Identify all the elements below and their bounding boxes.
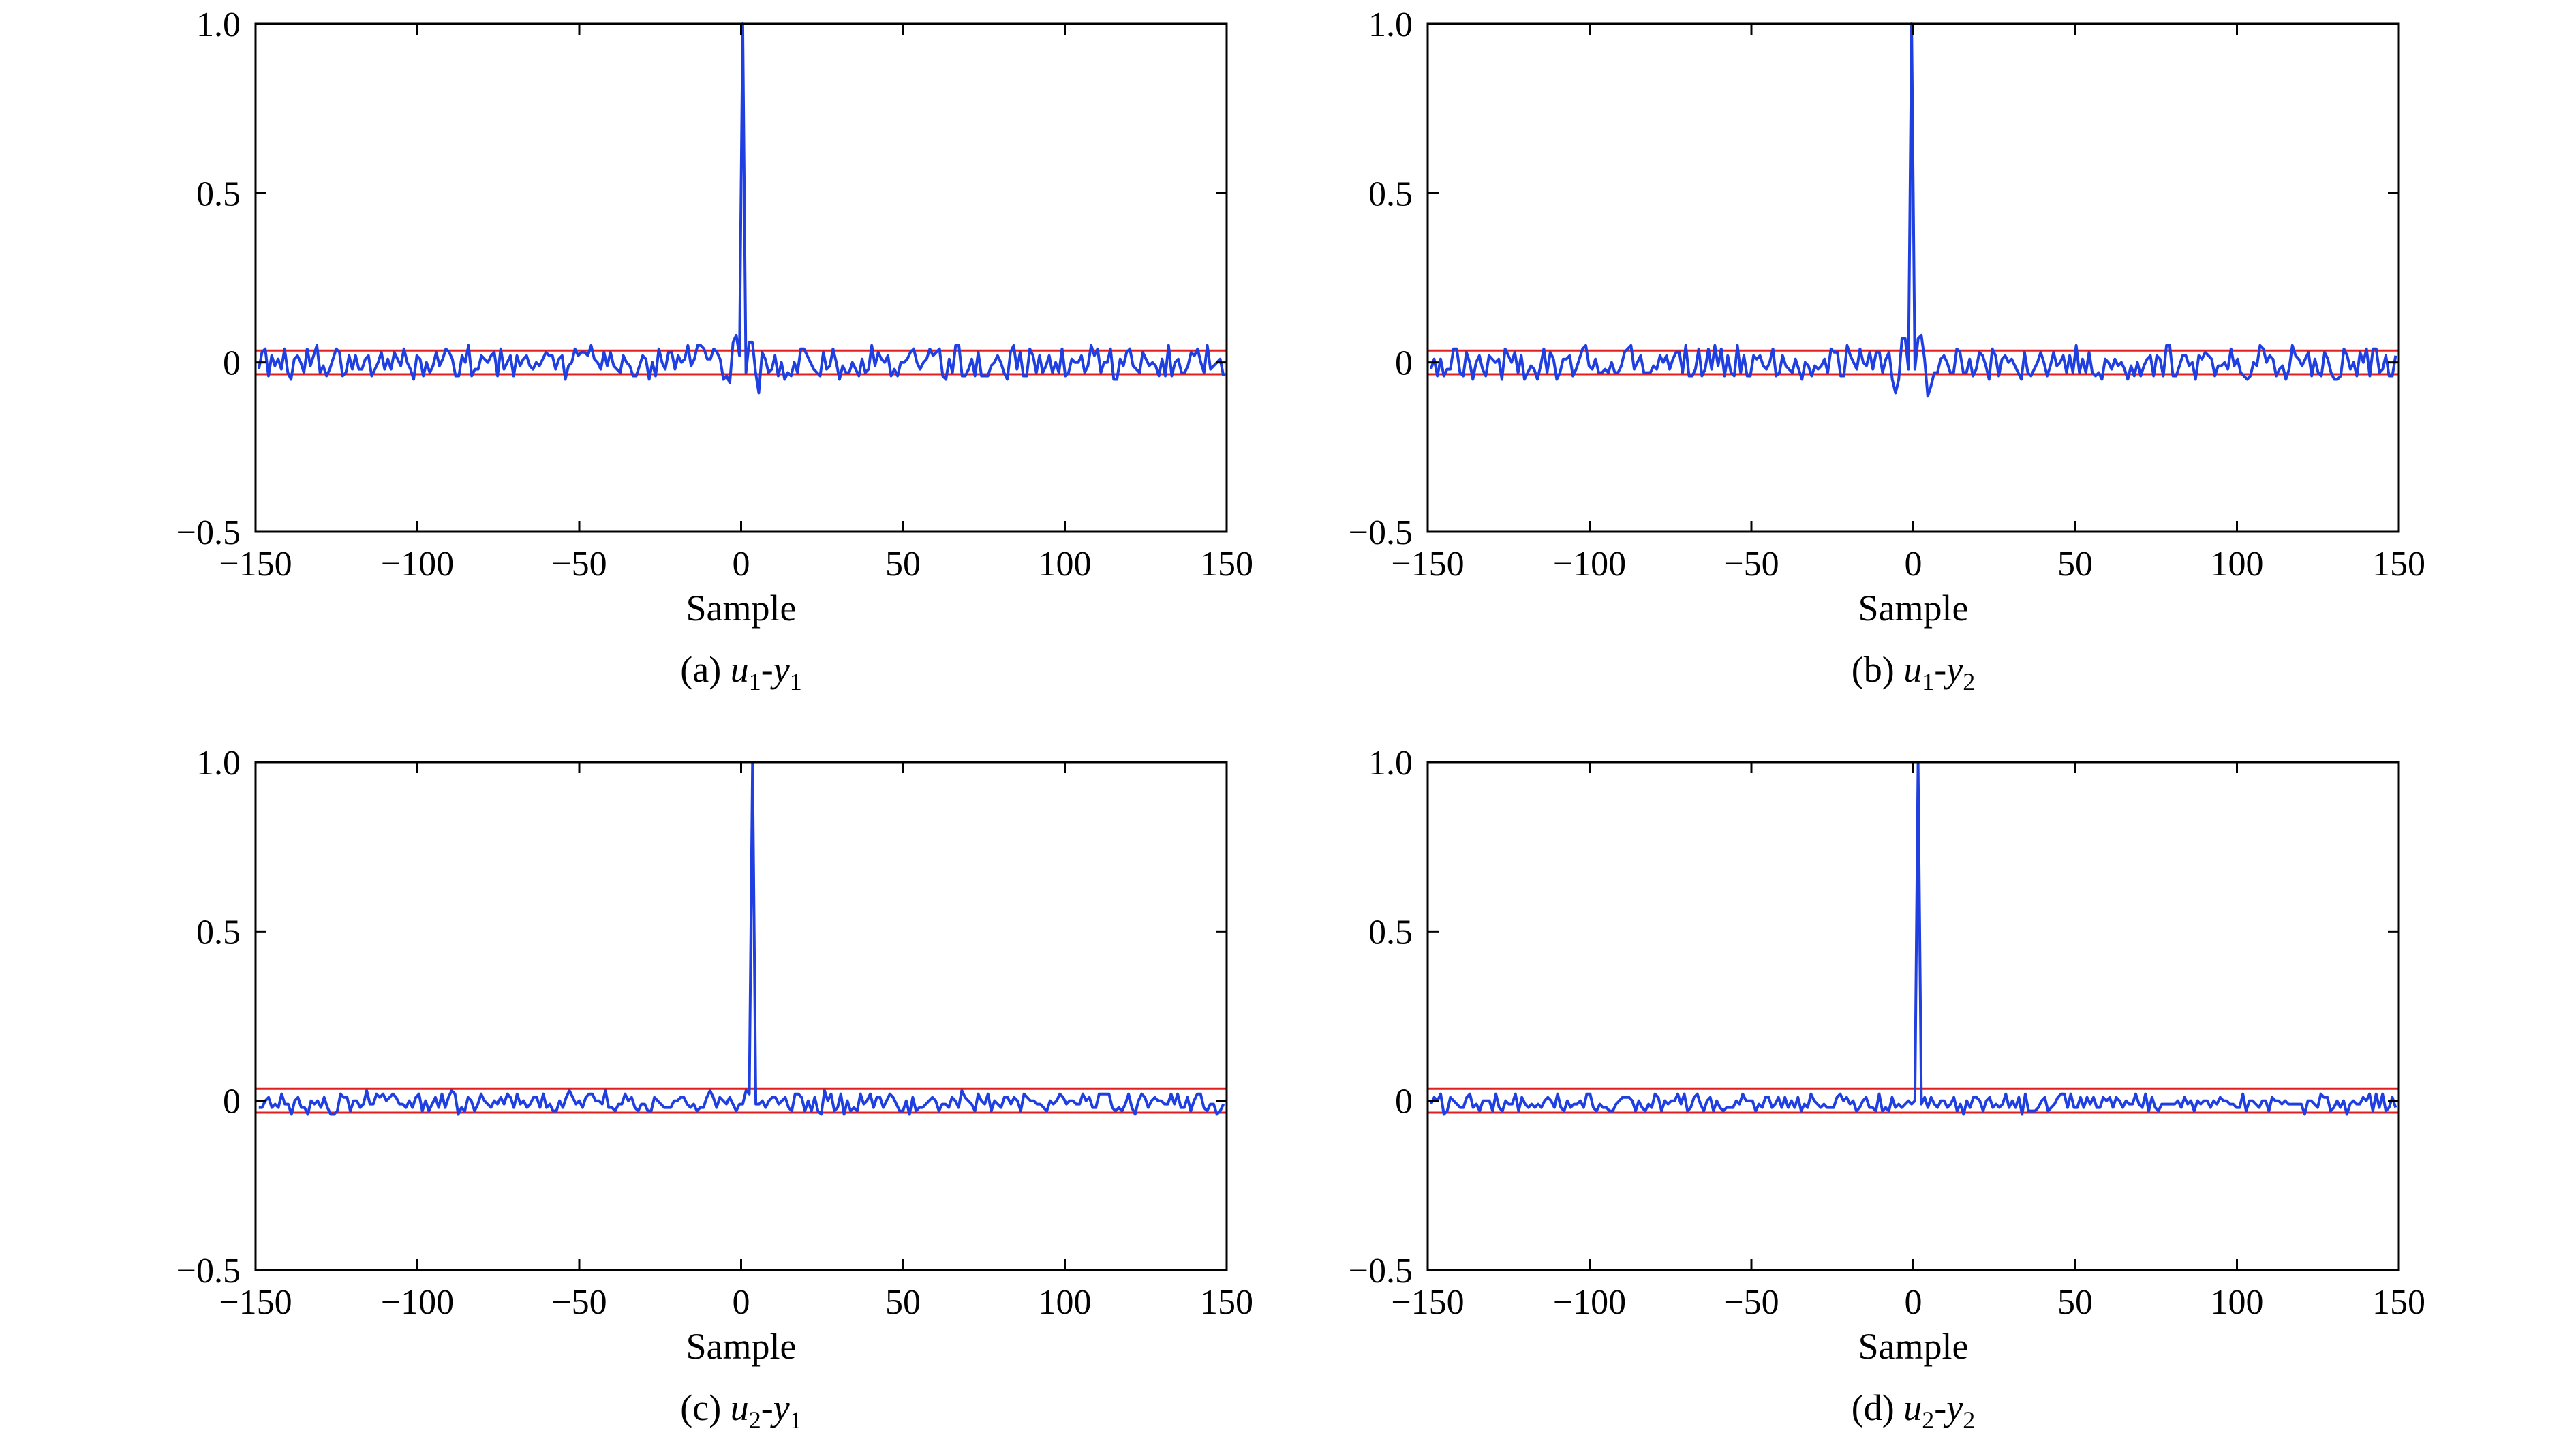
panel-d-xtick-label: 100: [2211, 1283, 2264, 1322]
panel-c-xtick-label: 100: [1039, 1283, 1092, 1322]
panel-a-ytick-label: −0.5: [177, 513, 241, 552]
panel-c-caption-sub1: 2: [749, 1406, 761, 1434]
panel-b-xtick-label: −50: [1723, 545, 1779, 584]
panel-b-caption-sub1: 1: [1922, 668, 1934, 695]
panel-c-caption-sub2: 1: [790, 1406, 802, 1434]
panel-a-caption-sub1: 1: [749, 668, 761, 695]
panel-c-caption-var1: u: [731, 1387, 749, 1428]
panel-c-xtick-label: −150: [219, 1283, 292, 1322]
panel-b-xtick-label: −100: [1553, 545, 1626, 584]
panel-b-caption-var2: y: [1943, 649, 1963, 690]
panel-c-ytick-label: 0.5: [196, 913, 241, 952]
panel-a-caption-var1: u: [731, 649, 749, 690]
panel-a-ytick-label: 0.5: [196, 175, 241, 213]
panel-a-series-line: [257, 22, 1225, 395]
panel-a-xtick-label: 50: [885, 545, 921, 584]
panels: −150 −100 −50 0 50 100 150−0.500.51.0Sample(a)…: [177, 5, 2425, 1434]
panel-d-xtick-label: −100: [1553, 1283, 1626, 1322]
panel-b-caption-var1: u: [1903, 649, 1922, 690]
panel-a-xtick-label: 150: [1200, 545, 1253, 584]
panel-b-caption-sep: -: [1934, 649, 1946, 690]
panel-b-xtick-label: 0: [1905, 545, 1922, 584]
panel-d-caption: (d) u2-y2: [1852, 1387, 1975, 1434]
panel-b-caption-prefix: (b): [1852, 649, 1903, 690]
panel-a-xtick-label: −150: [219, 545, 292, 584]
panel-a-xtick-label: −50: [551, 545, 607, 584]
panel-c-xtick-label: 0: [733, 1283, 750, 1322]
panel-c-caption-sep: -: [761, 1387, 773, 1428]
panel-d-xtick-label: 0: [1905, 1283, 1922, 1322]
panel-d-xtick-label: −150: [1391, 1283, 1464, 1322]
panel-d-series-line: [1429, 761, 2397, 1116]
panel-d-xtick-label: 50: [2057, 1283, 2093, 1322]
panel-b-xtick-label: 100: [2211, 545, 2264, 584]
panel-a-caption-sep: -: [761, 649, 773, 690]
panel-b-caption-sub2: 2: [1963, 668, 1975, 695]
panel-a-caption-sub2: 1: [790, 668, 802, 695]
panel-d-ytick-label: 0.5: [1368, 913, 1413, 952]
panel-c-ytick-label: 0: [223, 1083, 241, 1121]
panel-a-ytick-label: 0: [223, 344, 241, 383]
panel-c-xlabel: Sample: [686, 1326, 797, 1367]
panel-d-xlabel: Sample: [1858, 1326, 1969, 1367]
panel-c-xtick-label: −50: [551, 1283, 607, 1322]
panel-b-xtick-label: −150: [1391, 545, 1464, 584]
panel-a-xtick-label: 100: [1039, 545, 1092, 584]
panel-d-caption-var1: u: [1903, 1387, 1922, 1428]
panel-c-ytick-label: −0.5: [177, 1252, 241, 1290]
panel-a-caption-prefix: (a): [680, 649, 730, 690]
panel-d: −150 −100 −50 0 50 100 150 −0.5 0 0.5 1.0 Sample (d)…: [1349, 744, 2425, 1434]
panel-b-series-line: [1429, 22, 2397, 398]
panel-b-ytick-label: 0: [1395, 344, 1413, 383]
panel-a-caption-var2: y: [770, 649, 790, 690]
panel-a-ytick-label: 1.0: [196, 5, 241, 44]
panel-b-ytick-label: −0.5: [1349, 513, 1413, 552]
panel-d-xtick-label: 150: [2372, 1283, 2425, 1322]
panel-d-caption-var2: y: [1943, 1387, 1963, 1428]
panel-b-ytick-label: 0.5: [1368, 175, 1413, 213]
panel-a: −150 −100 −50 0 50 100 150 −0.5 0 0.5 1.0 Sample (a)…: [177, 5, 1253, 695]
panel-b-xlabel: Sample: [1858, 588, 1969, 629]
panel-b-ytick-label: 1.0: [1368, 5, 1413, 44]
panel-c-ytick-label: 1.0: [196, 744, 241, 783]
panel-c-xtick-label: 50: [885, 1283, 921, 1322]
panel-a-caption: (a) u1-y1: [680, 649, 801, 695]
panel-d-xtick-label: −50: [1723, 1283, 1779, 1322]
panel-c-caption-prefix: (c): [680, 1387, 730, 1428]
panel-b-xtick-label: 50: [2057, 545, 2093, 584]
panel-d-ytick-label: −0.5: [1349, 1252, 1413, 1290]
panel-c-caption-var2: y: [770, 1387, 790, 1428]
panel-d-caption-sub1: 2: [1922, 1406, 1934, 1434]
panel-d-caption-sub2: 2: [1963, 1406, 1975, 1434]
panel-c-xtick-label: 150: [1200, 1283, 1253, 1322]
panel-d-ytick-label: 1.0: [1368, 744, 1413, 783]
panel-a-xlabel: Sample: [686, 588, 797, 629]
panel-c-xtick-label: −100: [381, 1283, 454, 1322]
panel-d-ytick-label: 0: [1395, 1083, 1413, 1121]
panel-a-xtick-label: −100: [381, 545, 454, 584]
panel-d-caption-prefix: (d): [1852, 1387, 1903, 1428]
panel-a-xtick-label: 0: [733, 545, 750, 584]
panel-c-caption: (c) u2-y1: [680, 1387, 801, 1434]
panel-b-caption: (b) u1-y2: [1852, 649, 1975, 695]
panel-b-xtick-label: 150: [2372, 545, 2425, 584]
panel-d-caption-sep: -: [1934, 1387, 1946, 1428]
panel-c: −150 −100 −50 0 50 100 150 −0.5 0 0.5 1.0 Sample (c)…: [177, 744, 1253, 1434]
panel-c-series-line: [258, 761, 1225, 1116]
panel-b: −150 −100 −50 0 50 100 150 −0.5 0 0.5 1.0 Sample (b)…: [1349, 5, 2425, 695]
